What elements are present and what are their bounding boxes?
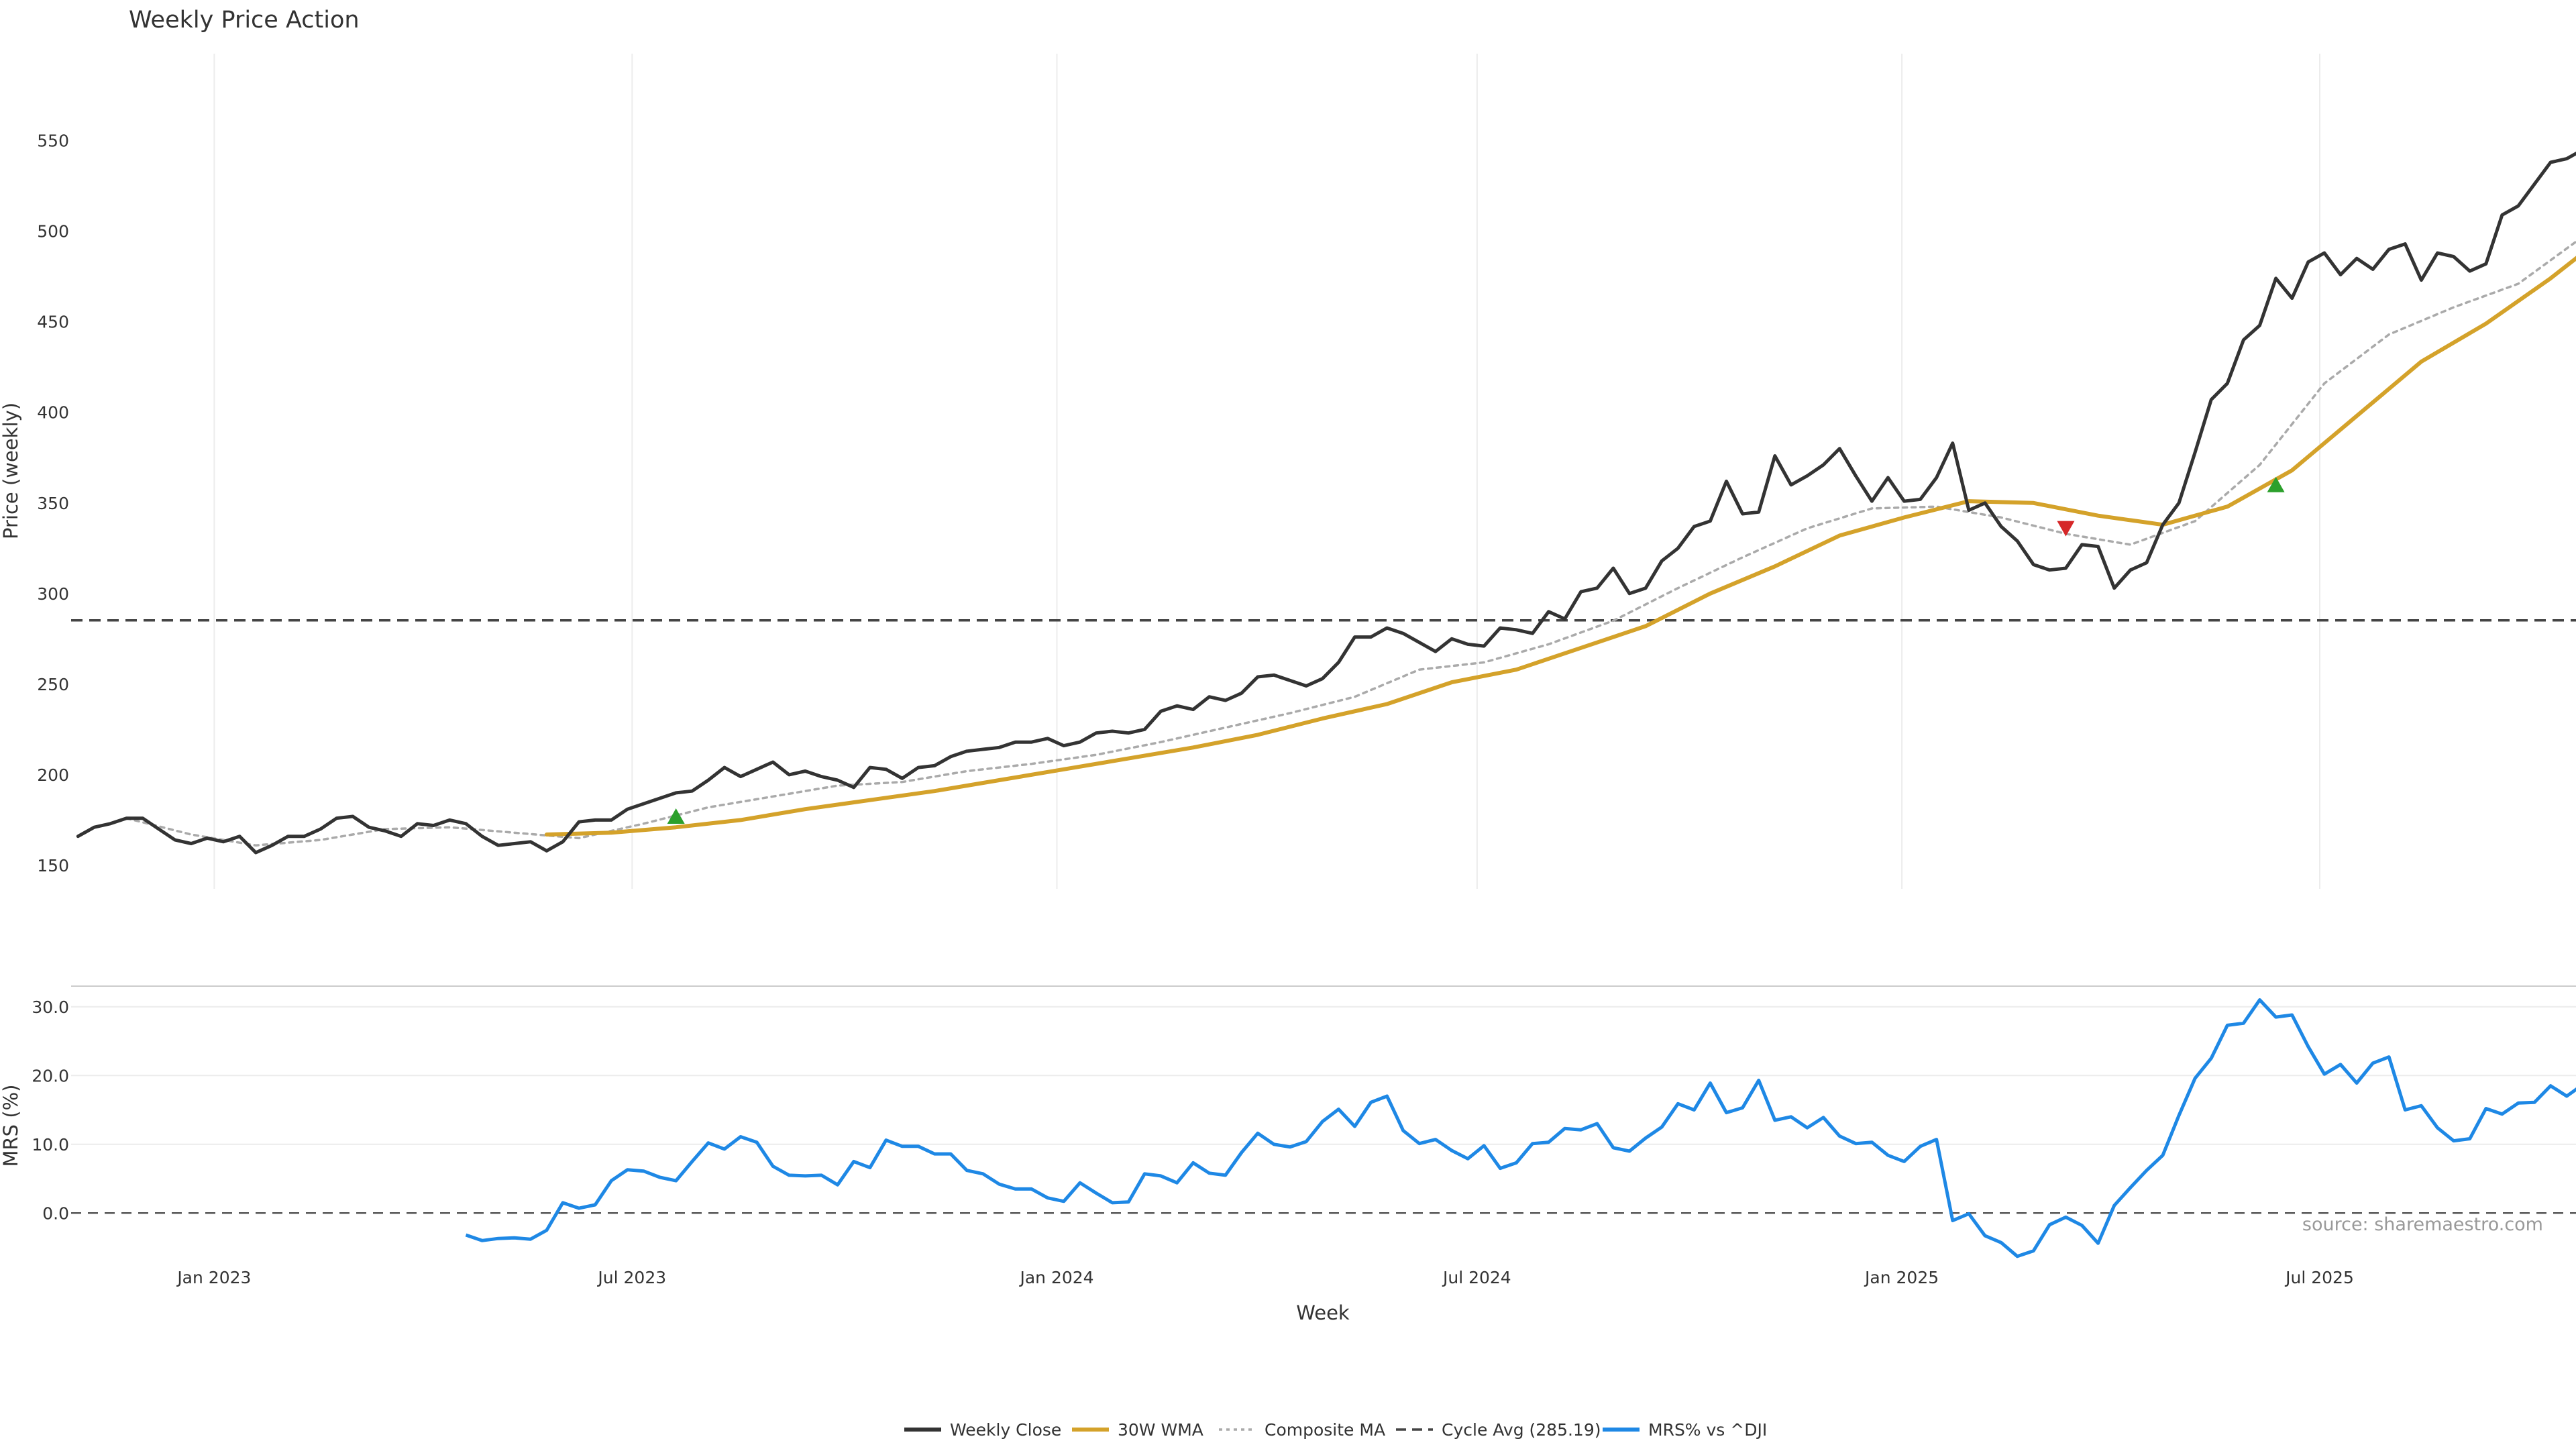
buy-signal-marker	[667, 808, 685, 824]
price-panel: 150 200 250 300 350 400 450 500 550 Price (weekl…	[0, 54, 2576, 889]
mrs-line	[465, 998, 2576, 1258]
price-y-tick-label: 350	[37, 494, 69, 513]
price-series-group	[76, 152, 2576, 855]
legend-label: 30W WMA	[1118, 1420, 1203, 1440]
legend-label: Cycle Avg (285.19)	[1442, 1420, 1601, 1440]
source-credit: source: sharemaestro.com	[2302, 1214, 2543, 1235]
price-y-axis-label: Price (weekly)	[0, 402, 22, 539]
mrs-y-tick-label: 30.0	[32, 998, 69, 1017]
mrs-y-tick-label: 10.0	[32, 1135, 69, 1155]
mrs-series-group	[465, 998, 2576, 1258]
weekly-close-line	[76, 152, 2576, 855]
wma-30w-line	[544, 256, 2576, 837]
mrs-y-ticks: 0.0 10.0 20.0 30.0	[32, 998, 69, 1224]
buy-signal-marker	[2267, 476, 2285, 492]
x-tick-label: Jul 2023	[596, 1268, 666, 1287]
price-y-tick-label: 400	[37, 403, 69, 423]
sell-signal-marker	[2057, 521, 2075, 537]
x-axis-label: Week	[1296, 1301, 1350, 1324]
price-y-tick-label: 200	[37, 765, 69, 785]
price-y-tick-label: 550	[37, 131, 69, 151]
legend-label: Weekly Close	[950, 1420, 1061, 1440]
x-tick-label: Jan 2024	[1018, 1268, 1093, 1287]
composite-ma-line	[125, 240, 2576, 847]
price-y-tick-label: 250	[37, 675, 69, 694]
x-tick-label: Jul 2025	[2284, 1268, 2354, 1287]
legend: Weekly Close 30W WMA Composite MA Cycle Avg…	[904, 1420, 1767, 1440]
mrs-y-tick-label: 20.0	[32, 1066, 69, 1085]
price-grid	[213, 54, 2320, 889]
mrs-y-axis-label: MRS (%)	[0, 1085, 22, 1167]
legend-label: MRS% vs ^DJI	[1648, 1420, 1767, 1440]
price-y-tick-label: 150	[37, 856, 69, 875]
chart-title: Weekly Price Action	[129, 7, 360, 34]
price-y-tick-label: 500	[37, 222, 69, 241]
mrs-y-tick-label: 0.0	[42, 1203, 69, 1223]
x-tick-label: Jul 2024	[1442, 1268, 1511, 1287]
signal-markers	[667, 476, 2285, 824]
x-tick-label: Jan 2025	[1864, 1268, 1939, 1287]
price-y-ticks: 150 200 250 300 350 400 450 500 550	[37, 131, 69, 875]
legend-label: Composite MA	[1265, 1420, 1385, 1440]
x-axis-ticks: Jan 2023 Jul 2023 Jan 2024 Jul 2024 Jan 2025…	[176, 1268, 2354, 1287]
mrs-panel: 0.0 10.0 20.0 30.0 MRS (%) source: sharemae…	[0, 985, 2576, 1258]
mrs-grid	[71, 1006, 2576, 1145]
price-y-tick-label: 300	[37, 584, 69, 604]
x-tick-label: Jan 2023	[176, 1268, 251, 1287]
price-y-tick-label: 450	[37, 313, 69, 332]
